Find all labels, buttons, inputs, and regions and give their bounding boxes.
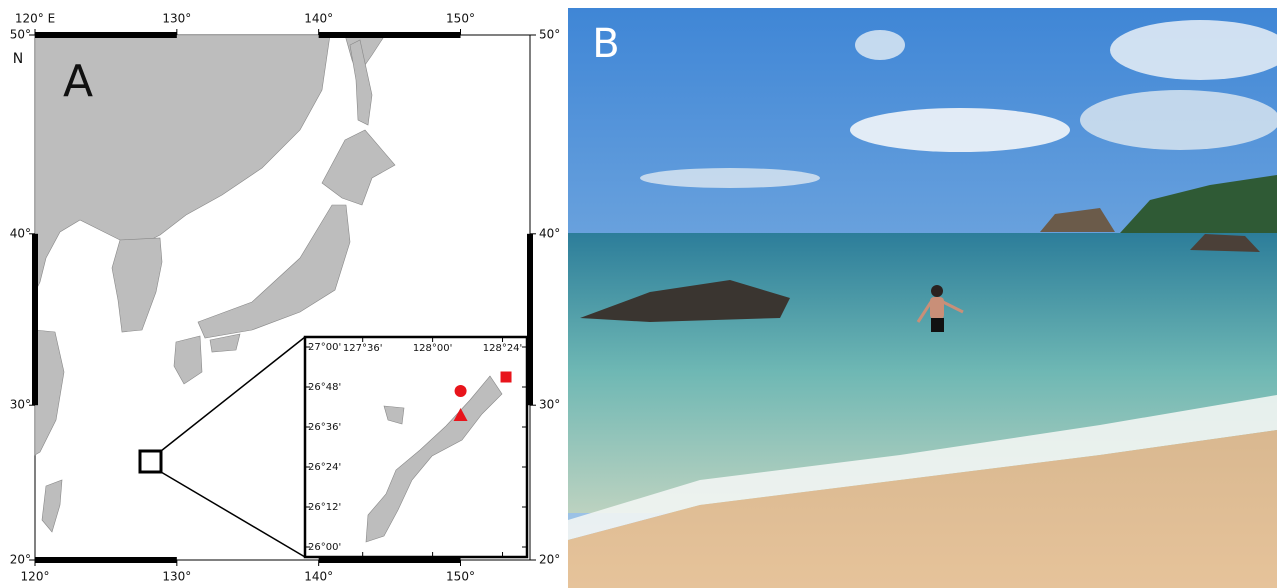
- frame-bar: [319, 557, 461, 563]
- photo-panel: B: [568, 8, 1277, 588]
- frame-bar: [32, 234, 38, 405]
- inset-lon-label: 128°24': [483, 343, 523, 354]
- lat-tick-label: 40°: [539, 226, 560, 240]
- cloud: [1080, 90, 1277, 150]
- frame-bar: [319, 32, 461, 38]
- inset-lon-label: 127°36': [343, 343, 383, 354]
- lon-tick-label: 120° E: [15, 12, 55, 26]
- map-panel: A N 120° E 130° 140° 150° 120° 130° 140° 150° 50…: [10, 12, 561, 584]
- lon-tick-label: 120°: [21, 570, 50, 584]
- inset-lat-label: 27°00': [308, 342, 341, 353]
- north-label: N: [13, 51, 23, 67]
- cloud: [855, 30, 905, 60]
- frame-bar: [35, 32, 177, 38]
- lat-tick-label: 30°: [10, 398, 31, 412]
- lat-tick-label: 20°: [10, 553, 31, 567]
- cloud: [640, 168, 820, 188]
- lon-tick-label: 130°: [162, 570, 191, 584]
- frame-bar: [35, 557, 177, 563]
- lat-tick-label: 20°: [539, 553, 560, 567]
- frame-bar: [527, 234, 533, 405]
- lon-tick-label: 130°: [162, 12, 191, 26]
- lon-tick-label: 140°: [304, 570, 333, 584]
- lat-tick-label: 50°: [539, 28, 560, 42]
- inset-lat-label: 26°36': [308, 422, 341, 433]
- lon-tick-label: 140°: [304, 12, 333, 26]
- inset-frame: [305, 337, 527, 557]
- lon-tick-label: 150°: [446, 570, 475, 584]
- inset-lat-label: 26°24': [308, 462, 341, 473]
- lat-tick-label: 50°: [10, 28, 31, 42]
- inset-lat-label: 26°12': [308, 502, 341, 513]
- cloud: [850, 108, 1070, 152]
- panel-label: A: [63, 56, 93, 107]
- inset-lon-label: 128°00': [413, 343, 453, 354]
- lon-tick-label: 150°: [446, 12, 475, 26]
- inset-lat-label: 26°00': [308, 542, 341, 553]
- site-marker: [501, 372, 512, 383]
- lat-tick-label: 40°: [10, 226, 31, 240]
- inset-lat-label: 26°48': [308, 382, 341, 393]
- lat-tick-label: 30°: [539, 398, 560, 412]
- site-marker: [455, 385, 467, 397]
- panel-label: B: [592, 21, 619, 67]
- figure: A N 120° E 130° 140° 150° 120° 130° 140° 150° 50…: [0, 0, 1277, 588]
